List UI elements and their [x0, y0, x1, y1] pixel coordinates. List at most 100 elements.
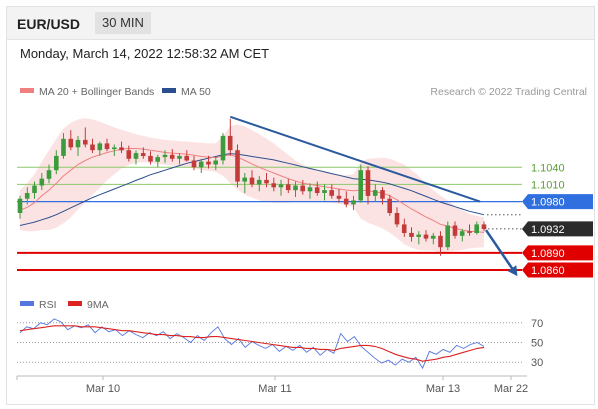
- candle: [329, 184, 334, 199]
- level-label-resistance: 1.1040: [531, 162, 565, 174]
- candle-body: [430, 235, 436, 239]
- candle: [227, 118, 233, 156]
- candle: [220, 133, 226, 165]
- candle-body: [184, 155, 189, 161]
- time-axis: Mar 10 Mar 11 Mar 13 Mar 22: [16, 375, 528, 395]
- candle-body: [409, 232, 414, 237]
- candle: [409, 227, 414, 242]
- candle-body: [372, 190, 378, 196]
- candle: [83, 127, 88, 148]
- level-badge-support: [522, 245, 593, 261]
- candle-body: [314, 187, 320, 193]
- candle-body: [249, 177, 255, 185]
- candle: [264, 173, 269, 188]
- candle: [445, 221, 450, 251]
- candle: [423, 230, 429, 242]
- candle-body: [293, 185, 298, 191]
- candle-body: [278, 184, 284, 188]
- rsi-legend: RSI 9MA: [20, 299, 109, 311]
- candle-body: [68, 138, 74, 148]
- candle: [235, 144, 240, 188]
- candle: [206, 155, 211, 169]
- chart-frame: [6, 6, 595, 405]
- rsi-legend-swatch: [20, 301, 34, 306]
- candle: [293, 181, 298, 197]
- candle: [372, 184, 378, 202]
- candle-body: [351, 200, 356, 205]
- candle-body: [300, 185, 305, 192]
- candle: [32, 181, 37, 199]
- candle-body: [380, 190, 385, 199]
- candle-body: [235, 150, 240, 182]
- candle: [104, 138, 110, 152]
- candle-body: [155, 157, 160, 162]
- candle-body: [365, 170, 371, 196]
- ma20-legend-swatch: [20, 88, 34, 93]
- candle-body: [54, 155, 59, 171]
- candle: [126, 145, 132, 162]
- candle: [336, 189, 342, 203]
- candle-body: [387, 198, 392, 213]
- candle: [430, 232, 436, 245]
- candle-body: [423, 234, 429, 239]
- rsi-tick-label: 70: [531, 318, 543, 330]
- ma50-legend-swatch: [162, 88, 176, 93]
- projection-arrow-head: [507, 265, 518, 277]
- candle-body: [75, 139, 81, 148]
- candle-body: [126, 150, 132, 159]
- candle-body: [148, 155, 153, 162]
- candle: [322, 184, 327, 201]
- candle-body: [358, 170, 363, 201]
- candle: [387, 194, 392, 216]
- candle-body: [459, 231, 465, 236]
- candle: [452, 221, 458, 239]
- candle: [271, 177, 276, 192]
- time-tick-label: Mar 22: [494, 383, 528, 395]
- candle: [380, 187, 385, 205]
- candle-body: [242, 177, 247, 182]
- candle-body: [191, 160, 197, 168]
- level-label-resistance: 1.1010: [531, 179, 565, 191]
- candle: [177, 153, 182, 165]
- candle: [278, 179, 284, 196]
- candle-body: [445, 225, 450, 248]
- candle-body: [307, 187, 313, 192]
- ma50-line: [19, 153, 485, 226]
- candle: [307, 183, 313, 199]
- candle: [285, 178, 291, 193]
- candle-body: [32, 185, 37, 193]
- level-label-pivot: 1.0980: [531, 197, 565, 209]
- time-tick-label: Mar 10: [86, 383, 120, 395]
- candle-body: [343, 198, 349, 205]
- candle: [90, 138, 95, 154]
- candle-body: [83, 139, 88, 145]
- rsi9-legend-label: 9MA: [87, 299, 109, 311]
- candle-body: [17, 198, 23, 213]
- rsi-legend-label: RSI: [39, 299, 57, 311]
- candle: [213, 157, 218, 171]
- candle-body: [61, 138, 66, 156]
- candle-body: [394, 213, 400, 225]
- level-label-support: 1.0890: [531, 248, 565, 260]
- candle: [140, 147, 146, 159]
- candle-body: [474, 224, 479, 233]
- timeframe-badge[interactable]: 30 MIN: [95, 12, 151, 34]
- ma20-line: [19, 148, 485, 233]
- candle: [191, 155, 197, 171]
- level-badge-support: [522, 262, 593, 278]
- candle: [61, 133, 66, 159]
- candle-body: [206, 161, 211, 165]
- ma20-legend-label: MA 20 + Bollinger Bands: [39, 86, 154, 98]
- candle: [162, 150, 168, 163]
- candle-body: [264, 179, 269, 184]
- candle-body: [481, 224, 487, 229]
- candle-body: [104, 143, 110, 150]
- candle-body: [401, 224, 407, 233]
- candle: [46, 164, 52, 184]
- rsi-panel: 70 50 30: [17, 318, 543, 369]
- candle: [300, 179, 305, 195]
- candle: [343, 191, 349, 208]
- candle-body: [227, 135, 233, 151]
- level-badge-last-price: [522, 221, 593, 237]
- rsi9-legend-swatch: [68, 301, 82, 306]
